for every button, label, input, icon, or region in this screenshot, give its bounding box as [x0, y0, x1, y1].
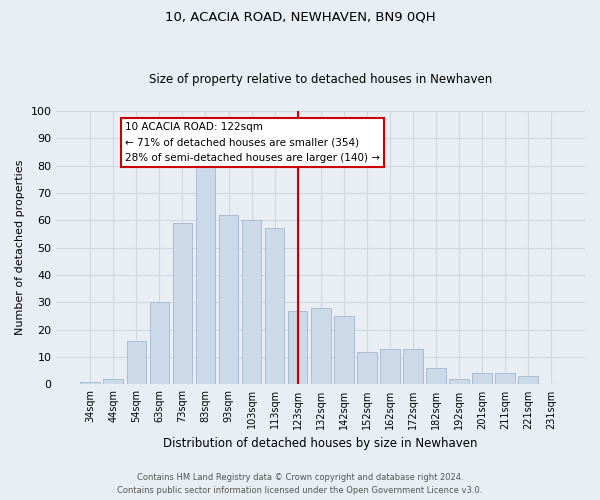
Bar	[242, 220, 262, 384]
Bar	[219, 215, 238, 384]
Bar	[357, 352, 377, 384]
Text: 10 ACACIA ROAD: 122sqm
← 71% of detached houses are smaller (354)
28% of semi-de: 10 ACACIA ROAD: 122sqm ← 71% of detached…	[125, 122, 380, 163]
Bar	[495, 374, 515, 384]
Bar	[265, 228, 284, 384]
Bar	[518, 376, 538, 384]
Bar	[288, 310, 307, 384]
Bar	[426, 368, 446, 384]
Bar	[196, 163, 215, 384]
Bar	[149, 302, 169, 384]
Y-axis label: Number of detached properties: Number of detached properties	[15, 160, 25, 336]
Bar	[334, 316, 353, 384]
Bar	[127, 340, 146, 384]
Bar	[449, 379, 469, 384]
Bar	[403, 349, 422, 384]
Bar	[380, 349, 400, 384]
Title: Size of property relative to detached houses in Newhaven: Size of property relative to detached ho…	[149, 73, 493, 86]
Text: Contains HM Land Registry data © Crown copyright and database right 2024.
Contai: Contains HM Land Registry data © Crown c…	[118, 474, 482, 495]
X-axis label: Distribution of detached houses by size in Newhaven: Distribution of detached houses by size …	[163, 437, 478, 450]
Bar	[80, 382, 100, 384]
Bar	[173, 223, 192, 384]
Bar	[311, 308, 331, 384]
Bar	[472, 374, 492, 384]
Bar	[103, 379, 123, 384]
Text: 10, ACACIA ROAD, NEWHAVEN, BN9 0QH: 10, ACACIA ROAD, NEWHAVEN, BN9 0QH	[164, 10, 436, 23]
